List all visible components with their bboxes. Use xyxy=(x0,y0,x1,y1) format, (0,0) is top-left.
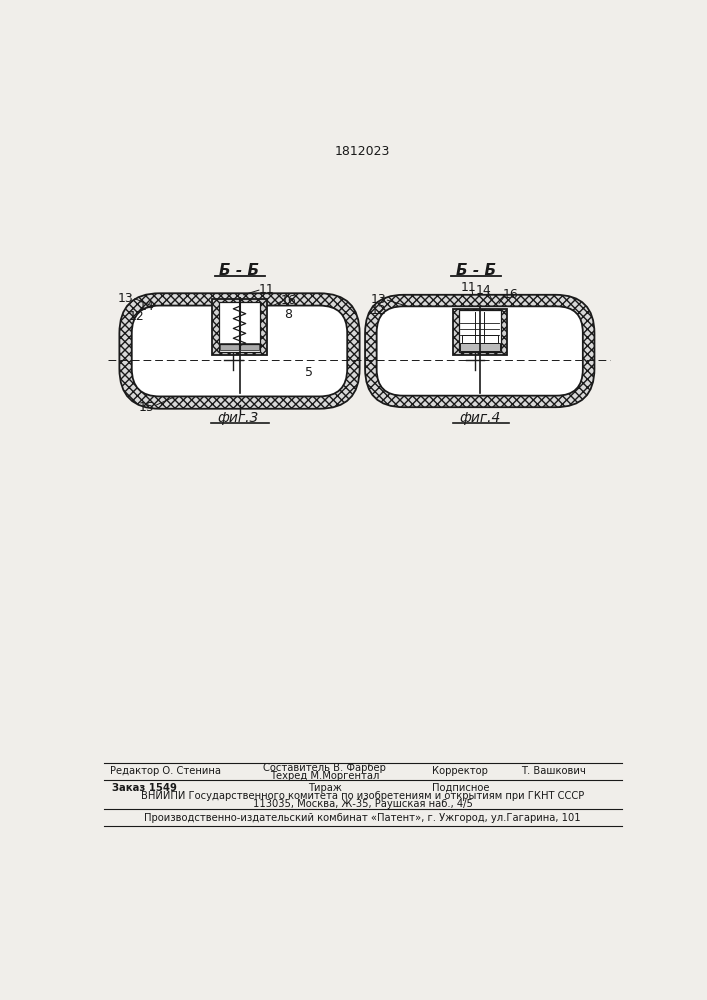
Bar xyxy=(218,302,260,352)
Bar xyxy=(462,335,498,343)
Bar xyxy=(452,309,507,355)
Text: 113035, Москва, Ж-35, Раушская наб., 4/5: 113035, Москва, Ж-35, Раушская наб., 4/5 xyxy=(253,799,473,809)
Text: Б - Б: Б - Б xyxy=(219,263,259,278)
Bar xyxy=(460,343,500,351)
Text: 15: 15 xyxy=(139,401,154,414)
Text: 14: 14 xyxy=(139,300,154,313)
Text: 11: 11 xyxy=(460,281,476,294)
Text: фиг.3: фиг.3 xyxy=(217,411,259,425)
Text: 14: 14 xyxy=(476,284,491,297)
Text: Заказ 1549: Заказ 1549 xyxy=(112,783,177,793)
Text: 12: 12 xyxy=(371,304,387,317)
Text: 1812023: 1812023 xyxy=(335,145,390,158)
Bar xyxy=(211,299,267,355)
Text: фиг.4: фиг.4 xyxy=(459,411,501,425)
Text: Техред М.Моргентал: Техред М.Моргентал xyxy=(270,771,380,781)
Text: 13: 13 xyxy=(371,293,387,306)
Text: Подписное: Подписное xyxy=(432,783,489,793)
FancyBboxPatch shape xyxy=(132,306,347,396)
Text: 11: 11 xyxy=(259,283,274,296)
Text: 8: 8 xyxy=(284,308,292,321)
Text: 16: 16 xyxy=(503,288,519,301)
Bar xyxy=(211,299,267,355)
FancyBboxPatch shape xyxy=(119,293,360,409)
Text: Корректор: Корректор xyxy=(433,766,489,776)
Text: Тираж: Тираж xyxy=(308,783,341,793)
Text: Составитель В. Фарбер: Составитель В. Фарбер xyxy=(263,763,386,773)
Text: Производственно-издательский комбинат «Патент», г. Ужгород, ул.Гагарина, 101: Производственно-издательский комбинат «П… xyxy=(144,813,581,823)
Bar xyxy=(452,309,507,355)
Bar xyxy=(220,343,259,350)
Text: Б - Б: Б - Б xyxy=(456,263,496,278)
Bar xyxy=(459,310,501,352)
Text: 12: 12 xyxy=(129,310,144,323)
Text: 13: 13 xyxy=(117,292,134,305)
Text: 5: 5 xyxy=(305,366,313,379)
Text: 16: 16 xyxy=(281,294,296,307)
FancyBboxPatch shape xyxy=(365,295,595,407)
FancyBboxPatch shape xyxy=(377,306,583,396)
Text: ВНИИПИ Государственного комитета по изобретениям и открытиям при ГКНТ СССР: ВНИИПИ Государственного комитета по изоб… xyxy=(141,791,585,801)
Text: Редактор О. Стенина: Редактор О. Стенина xyxy=(110,766,221,776)
Text: Т. Вашкович: Т. Вашкович xyxy=(521,766,586,776)
